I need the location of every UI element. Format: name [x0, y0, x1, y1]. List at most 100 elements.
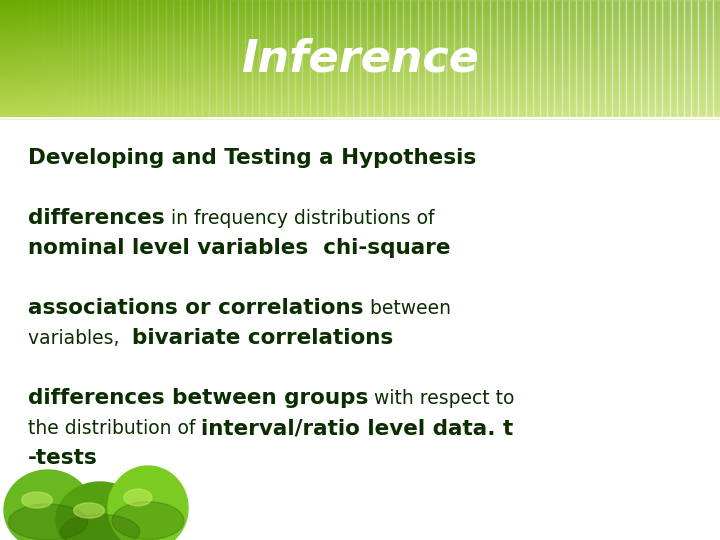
Bar	[58, 0, 65, 118]
Bar	[108, 0, 115, 118]
Bar	[367, 0, 374, 118]
Bar	[590, 0, 598, 118]
Text: differences between groups: differences between groups	[28, 388, 369, 408]
Bar	[245, 0, 252, 118]
Bar	[641, 0, 648, 118]
Bar	[310, 0, 317, 118]
Bar	[7, 0, 14, 118]
Bar	[432, 0, 439, 118]
Bar	[266, 0, 274, 118]
Bar	[122, 0, 130, 118]
Bar	[137, 0, 144, 118]
Bar	[446, 0, 454, 118]
Bar	[101, 0, 108, 118]
Ellipse shape	[112, 502, 184, 539]
Bar	[79, 0, 86, 118]
Ellipse shape	[56, 482, 144, 540]
Bar	[569, 0, 576, 118]
Bar	[468, 0, 475, 118]
Bar	[274, 0, 281, 118]
Bar	[209, 0, 216, 118]
Bar	[302, 0, 310, 118]
Bar	[511, 0, 518, 118]
Ellipse shape	[124, 489, 152, 506]
Bar	[158, 0, 166, 118]
Bar	[662, 0, 670, 118]
Bar	[475, 0, 482, 118]
Bar	[670, 0, 677, 118]
Bar	[497, 0, 504, 118]
Bar	[151, 0, 158, 118]
Bar	[187, 0, 194, 118]
Bar	[43, 0, 50, 118]
Bar	[317, 0, 324, 118]
Bar	[346, 0, 353, 118]
Bar	[166, 0, 173, 118]
Bar	[238, 0, 245, 118]
Bar	[605, 0, 612, 118]
Bar	[540, 0, 547, 118]
Bar	[29, 0, 36, 118]
Bar	[504, 0, 511, 118]
Bar	[626, 0, 634, 118]
Bar	[482, 0, 490, 118]
Bar	[396, 0, 403, 118]
Bar	[0, 0, 7, 118]
Bar	[403, 0, 410, 118]
Ellipse shape	[4, 470, 92, 540]
Bar	[490, 0, 497, 118]
Bar	[360, 0, 367, 118]
Bar	[50, 0, 58, 118]
Bar	[281, 0, 288, 118]
Bar	[86, 0, 94, 118]
Bar	[374, 0, 382, 118]
Bar	[22, 0, 29, 118]
Bar	[425, 0, 432, 118]
Bar	[173, 0, 180, 118]
Bar	[36, 0, 43, 118]
Bar	[418, 0, 425, 118]
Ellipse shape	[22, 492, 53, 508]
Bar	[94, 0, 101, 118]
Bar	[547, 0, 554, 118]
Bar	[677, 0, 684, 118]
Text: variables,: variables,	[28, 328, 132, 348]
Bar	[259, 0, 266, 118]
Bar	[598, 0, 605, 118]
Text: nominal level variables  chi-square: nominal level variables chi-square	[28, 238, 451, 258]
Bar	[576, 0, 583, 118]
Text: differences: differences	[28, 208, 165, 228]
Text: interval/ratio level data. t: interval/ratio level data. t	[202, 418, 513, 438]
Bar	[338, 0, 346, 118]
Text: between: between	[364, 299, 451, 318]
Ellipse shape	[60, 514, 140, 540]
Bar	[72, 0, 79, 118]
Bar	[619, 0, 626, 118]
Bar	[713, 0, 720, 118]
Bar	[454, 0, 461, 118]
Bar	[202, 0, 209, 118]
Text: Developing and Testing a Hypothesis: Developing and Testing a Hypothesis	[28, 148, 476, 168]
Bar	[634, 0, 641, 118]
Text: associations or correlations: associations or correlations	[28, 298, 364, 318]
Bar	[295, 0, 302, 118]
Bar	[583, 0, 590, 118]
Bar	[252, 0, 259, 118]
Text: -tests: -tests	[28, 448, 98, 468]
Bar	[130, 0, 137, 118]
Bar	[389, 0, 396, 118]
Bar	[115, 0, 122, 118]
Text: with respect to: with respect to	[369, 388, 515, 408]
Text: in frequency distributions of: in frequency distributions of	[165, 208, 434, 227]
Bar	[518, 0, 526, 118]
Bar	[194, 0, 202, 118]
Bar	[562, 0, 569, 118]
Text: bivariate correlations: bivariate correlations	[132, 328, 392, 348]
Bar	[698, 0, 706, 118]
Bar	[180, 0, 187, 118]
Bar	[684, 0, 691, 118]
Bar	[331, 0, 338, 118]
Bar	[230, 0, 238, 118]
Bar	[439, 0, 446, 118]
Bar	[410, 0, 418, 118]
